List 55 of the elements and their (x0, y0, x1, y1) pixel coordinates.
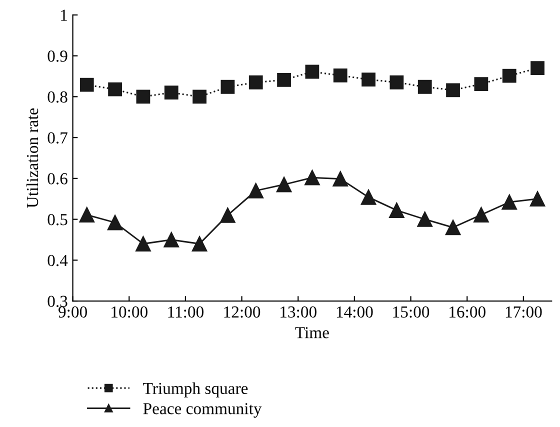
point (276, 176, 292, 192)
point (220, 80, 235, 94)
point (79, 207, 95, 222)
point (502, 194, 517, 210)
point (164, 232, 180, 248)
point (305, 64, 320, 79)
y-axis-title: Utilization rate (26, 108, 38, 208)
point (360, 190, 376, 205)
point (446, 83, 460, 98)
point (417, 212, 432, 227)
x-axis-title: Time (295, 327, 329, 338)
y-tick-label: 0.5 (48, 214, 68, 226)
point (136, 90, 150, 104)
y-tick-label: 0.8 (48, 91, 68, 103)
legend-label: Peace community (143, 403, 262, 418)
x-tick-label: 11:00 (168, 306, 204, 318)
point (80, 78, 94, 92)
x-tick-label: 12:00 (224, 306, 260, 318)
point (164, 86, 178, 100)
point (530, 61, 544, 76)
y-tick-label: 0.6 (48, 173, 68, 184)
x-tick-label: 13:00 (280, 306, 316, 318)
point (108, 82, 122, 96)
point (474, 207, 489, 222)
point (389, 202, 404, 218)
y-tick-label: 0.3 (48, 296, 68, 308)
point (530, 191, 546, 206)
x-tick-label: 15:00 (393, 306, 430, 318)
point (220, 208, 236, 223)
x-tick-label: 17:00 (506, 306, 542, 318)
y-tick-label: 0.9 (48, 50, 68, 62)
point (192, 236, 208, 252)
point (445, 220, 461, 236)
y-tick-label: 1 (61, 10, 67, 21)
point (248, 75, 263, 90)
point (248, 183, 264, 198)
point (333, 68, 348, 82)
x-tick-label: 9:00 (58, 306, 87, 318)
point (502, 68, 516, 83)
y-tick-label: 0.4 (48, 254, 68, 266)
point (107, 214, 123, 230)
y-tick-label: 0.7 (48, 132, 68, 144)
point (418, 80, 432, 94)
point (390, 75, 404, 90)
point (304, 170, 320, 186)
point (362, 72, 376, 86)
x-tick-label: 10:00 (112, 306, 148, 318)
point (136, 236, 151, 252)
x-tick-label: 16:00 (450, 306, 486, 318)
legend-label: Triumph square (143, 382, 248, 398)
x-tick-label: 14:00 (336, 306, 373, 318)
point (277, 72, 291, 87)
point (474, 77, 488, 91)
point (332, 171, 348, 186)
point (192, 90, 206, 104)
